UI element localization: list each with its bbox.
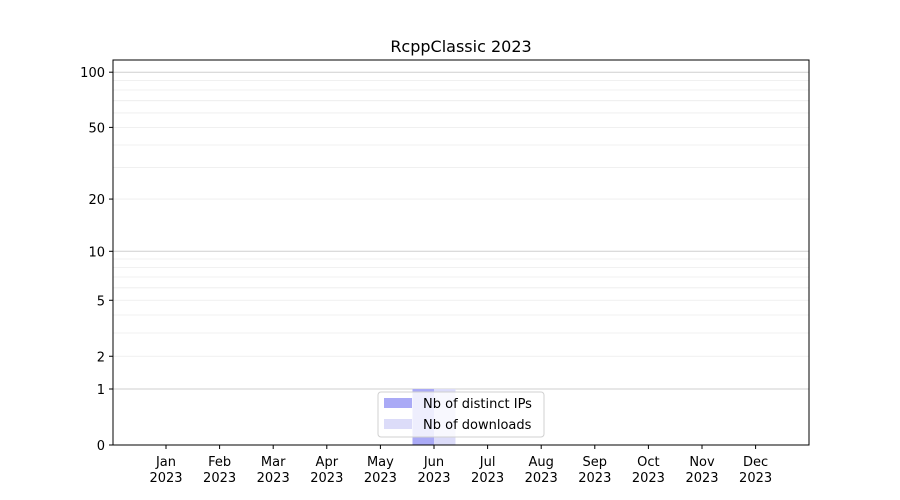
x-tick-label-year: 2023 — [364, 471, 397, 486]
y-axis: 0 1 2 5 10 20 50 100 — [80, 66, 113, 454]
plot-frame — [112, 59, 810, 446]
legend-label: Nb of downloads — [423, 418, 532, 433]
x-tick-label-year: 2023 — [471, 471, 504, 486]
x-tick-label-month: Jan — [155, 455, 176, 470]
x-tick-label-month: Feb — [208, 455, 231, 470]
x-tick-label-year: 2023 — [417, 471, 450, 486]
x-tick-label-year: 2023 — [685, 471, 718, 486]
x-tick-label-year: 2023 — [525, 471, 558, 486]
x-tick-label-month: Mar — [261, 455, 286, 470]
y-tick-label: 2 — [97, 350, 105, 365]
legend-swatch — [384, 419, 412, 429]
x-tick-label-month: Aug — [529, 455, 554, 470]
x-axis: Jan2023Feb2023Mar2023Apr2023May2023Jun20… — [149, 445, 772, 486]
legend-box — [377, 391, 545, 438]
y-tick-label: 10 — [88, 245, 105, 260]
legend: Nb of distinct IPs Nb of downloads — [377, 391, 545, 438]
x-tick-label-year: 2023 — [203, 471, 236, 486]
x-tick-label-year: 2023 — [739, 471, 772, 486]
y-tick-label: 20 — [88, 193, 105, 208]
grid — [113, 71, 809, 390]
x-tick-label-year: 2023 — [578, 471, 611, 486]
x-tick-label-month: Apr — [316, 455, 339, 470]
x-tick-label-year: 2023 — [257, 471, 290, 486]
x-tick-label-month: Dec — [743, 455, 768, 470]
y-tick-label: 1 — [97, 383, 105, 398]
legend-swatch — [384, 398, 412, 408]
x-tick-label-year: 2023 — [310, 471, 343, 486]
x-tick-label-month: Oct — [637, 455, 659, 470]
x-tick-label-month: May — [367, 455, 394, 470]
y-tick-label: 5 — [97, 294, 105, 309]
chart-title: RcppClassic 2023 — [390, 37, 531, 56]
x-tick-label-month: Jun — [423, 455, 444, 470]
x-tick-label-month: Sep — [583, 455, 608, 470]
y-tick-label: 100 — [80, 66, 105, 81]
x-tick-label-month: Nov — [689, 455, 715, 470]
y-tick-label: 50 — [88, 121, 105, 136]
y-tick-label: 0 — [97, 439, 105, 454]
x-tick-label-year: 2023 — [149, 471, 182, 486]
x-tick-label-month: Jul — [479, 455, 496, 470]
x-tick-label-year: 2023 — [632, 471, 665, 486]
legend-label: Nb of distinct IPs — [423, 397, 532, 412]
